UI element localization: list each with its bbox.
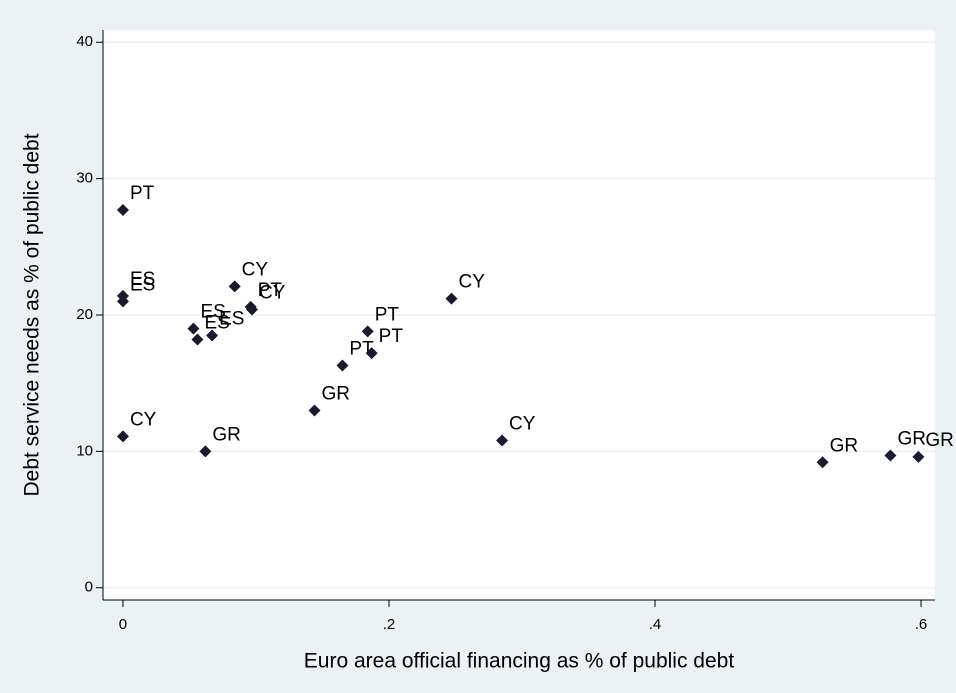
point <box>191 333 204 346</box>
point <box>187 322 200 335</box>
point-label: ES <box>204 313 229 334</box>
point <box>308 404 321 417</box>
x-tick-label: .4 <box>649 616 662 633</box>
x-tick-label: 0 <box>119 616 127 633</box>
point <box>116 295 129 308</box>
point <box>912 450 925 463</box>
x-tick-label: .6 <box>915 616 928 633</box>
point <box>245 303 258 316</box>
point-label: GR <box>925 430 954 451</box>
y-tick-label: 40 <box>76 33 93 50</box>
point-label: CY <box>130 409 157 430</box>
point-label: CY <box>458 272 485 293</box>
point-label: CY <box>509 413 536 434</box>
point-label: GR <box>212 424 241 445</box>
point <box>206 329 219 342</box>
y-tick-label: 20 <box>76 306 93 323</box>
y-tick-label: 30 <box>76 170 93 187</box>
y-tick-label: 0 <box>85 579 93 596</box>
x-axis-title: Euro area official financing as % of pub… <box>304 650 735 673</box>
point <box>336 359 349 372</box>
point-label: PT <box>379 326 404 347</box>
point-label: GR <box>321 383 350 404</box>
point-label: CY <box>242 259 269 280</box>
point-label: PT <box>258 280 283 301</box>
point-label: CY <box>259 283 286 304</box>
point <box>365 347 378 360</box>
point <box>116 204 129 216</box>
point <box>116 430 129 443</box>
point <box>199 445 212 458</box>
point-label: GR <box>897 428 926 449</box>
point-label: ES <box>219 308 244 329</box>
point <box>228 280 241 293</box>
point <box>816 456 829 469</box>
y-tick-label: 10 <box>76 442 93 459</box>
point <box>884 449 897 462</box>
point <box>445 292 458 305</box>
point-label: ES <box>130 274 155 295</box>
point-label: GR <box>830 435 859 456</box>
x-tick-label: .2 <box>383 616 396 633</box>
point-label: ES <box>200 302 225 323</box>
y-axis-title: Debt service needs as % of public debt <box>21 133 44 496</box>
point <box>361 325 374 338</box>
point-label: PT <box>375 304 400 325</box>
point-label: ES <box>130 269 155 290</box>
point <box>496 434 509 447</box>
point-label: PT <box>130 183 155 204</box>
